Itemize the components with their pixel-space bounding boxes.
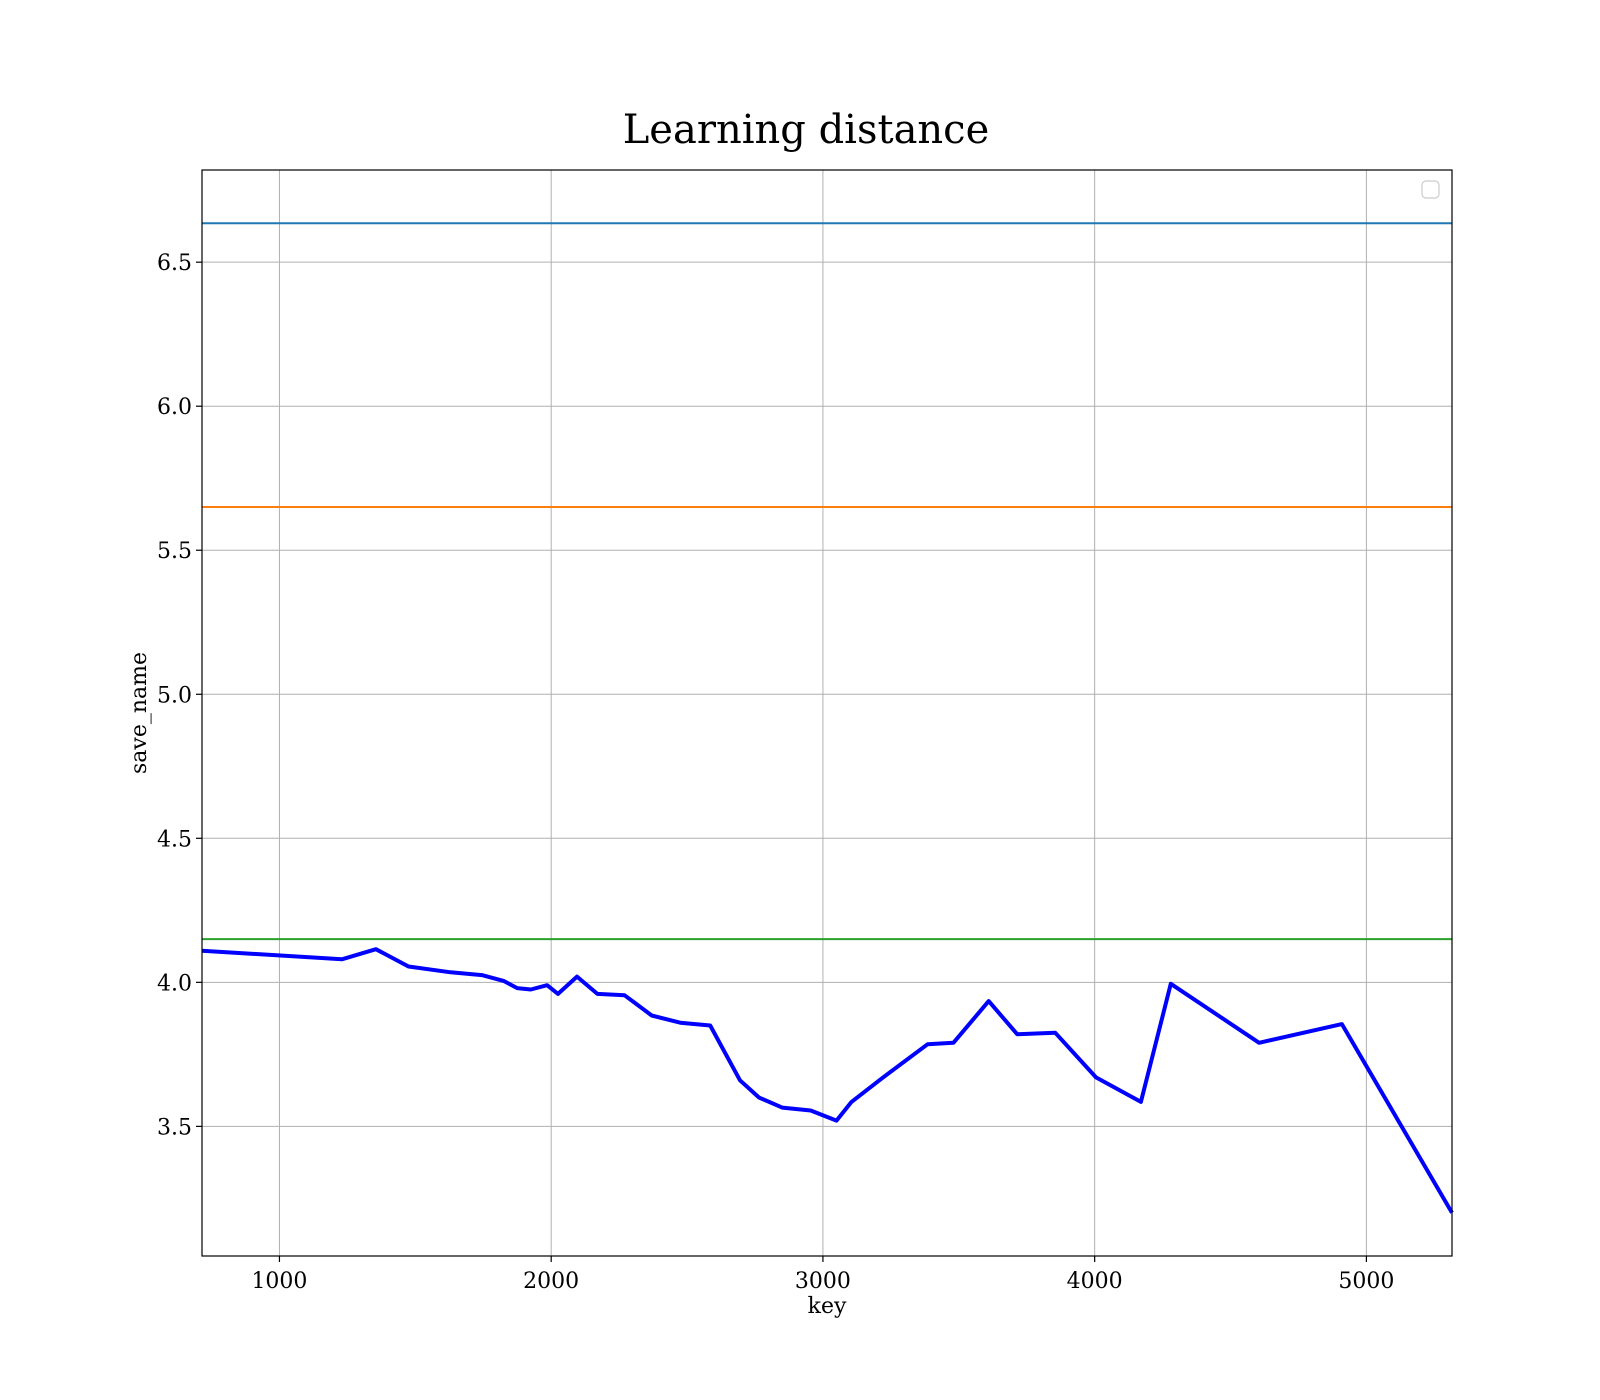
series-line-1 <box>201 947 1454 1214</box>
x-tick-label: 5000 <box>1338 1269 1394 1294</box>
legend-box <box>1421 180 1440 199</box>
y-tick-label: 5.5 <box>157 539 192 564</box>
x-tick-label: 4000 <box>1067 1269 1123 1294</box>
grid-lines <box>202 170 1452 1256</box>
plot-frame <box>201 169 1453 1257</box>
y-tick-label: 3.5 <box>157 1115 192 1140</box>
x-tick-label: 3000 <box>795 1269 851 1294</box>
reference-lines <box>202 222 1452 941</box>
y-axis-label: save_name <box>127 652 152 774</box>
y-tick-label: 4.5 <box>157 827 192 852</box>
y-axis-ticks: 3.5 4.0 4.5 5.0 5.5 6.0 6.5 <box>157 251 202 1140</box>
x-tick-label: 2000 <box>523 1269 579 1294</box>
x-axis-ticks: 1000 2000 3000 4000 5000 <box>251 1256 1394 1294</box>
y-tick-label: 4.0 <box>157 971 192 996</box>
y-tick-label: 5.0 <box>157 683 192 708</box>
y-tick-label: 6.0 <box>157 395 192 420</box>
y-tick-label: 6.5 <box>157 251 192 276</box>
x-axis-label: key <box>808 1294 847 1319</box>
chart-title: Learning distance <box>623 107 990 153</box>
x-tick-label: 1000 <box>251 1269 307 1294</box>
series-group <box>201 947 1454 1214</box>
